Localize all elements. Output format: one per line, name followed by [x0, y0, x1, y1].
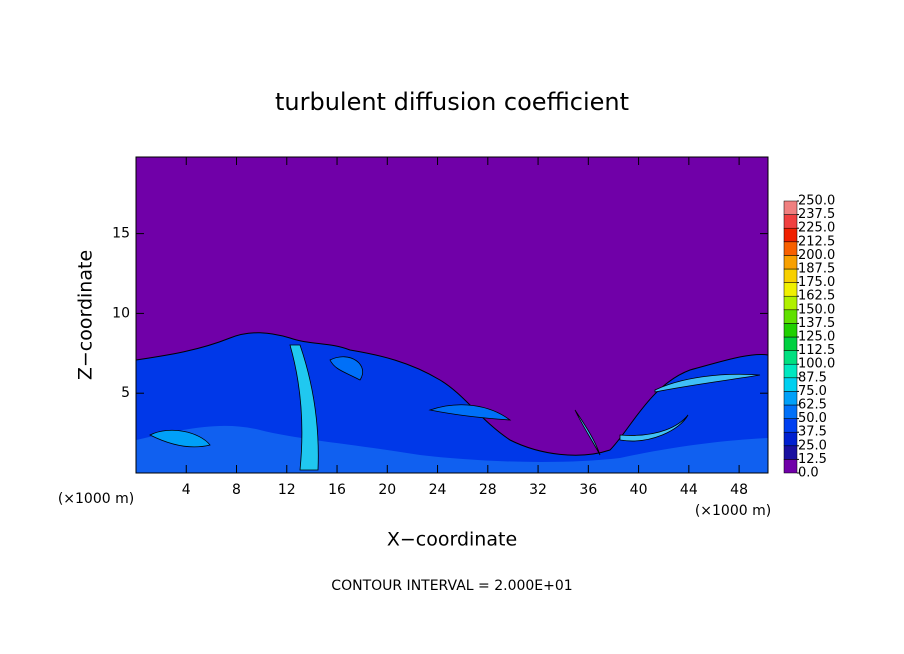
colorbar-label: 25.0 — [798, 438, 827, 453]
cyan-patch — [619, 414, 689, 442]
colorbar-cell — [783, 214, 798, 229]
blue-patch — [329, 356, 363, 381]
colorbar-label: 200.0 — [798, 248, 835, 263]
y-axis-label: Z−coordinate — [75, 250, 97, 380]
x-tick-label: 44 — [680, 482, 698, 498]
colorbar-cell — [783, 255, 798, 270]
x-tick-label: 4 — [182, 482, 191, 498]
colorbar-cell — [783, 268, 798, 283]
cyan-patch — [654, 373, 761, 393]
colorbar-label: 112.5 — [798, 343, 835, 358]
colorbar-label: 12.5 — [798, 452, 827, 467]
footnote: CONTOUR INTERVAL = 2.000E+01 — [331, 578, 572, 594]
plot-frame — [135, 156, 769, 474]
x-tick-label: 24 — [429, 482, 447, 498]
x-axis-label: X−coordinate — [387, 529, 517, 551]
colorbar-cell — [783, 309, 798, 324]
x-tick-label: 40 — [630, 482, 648, 498]
colorbar-label: 187.5 — [798, 262, 835, 277]
turbulent-region-low — [136, 425, 768, 473]
x-tick-label: 48 — [730, 482, 748, 498]
colorbar-cell — [783, 391, 798, 406]
colorbar-label: 225.0 — [798, 221, 835, 236]
colorbar-cell — [783, 282, 798, 297]
x-tick-label: 16 — [328, 482, 346, 498]
field — [135, 157, 769, 474]
x-tick-label: 8 — [232, 482, 241, 498]
colorbar-cell — [783, 377, 798, 392]
colorbar-cell — [783, 445, 798, 460]
colorbar-cell — [783, 227, 798, 243]
blue-patch — [428, 404, 512, 421]
colorbar-cell — [783, 200, 798, 215]
colorbar-cell — [783, 404, 798, 419]
colorbar-label: 37.5 — [798, 425, 827, 440]
x-tick-label: 36 — [579, 482, 597, 498]
x-tick-label: 28 — [479, 482, 497, 498]
colorbar-cell — [783, 350, 798, 365]
x-tick-label: 12 — [278, 482, 296, 498]
x-tick-label: 20 — [378, 482, 396, 498]
colorbar-label: 250.0 — [798, 194, 835, 209]
colorbar-label: 212.5 — [798, 234, 835, 249]
colorbar-label: 175.0 — [798, 275, 835, 290]
y-tick-label: 5 — [121, 385, 130, 401]
colorbar-cell — [783, 241, 798, 256]
colorbar-cell — [783, 363, 798, 379]
colorbar-label: 87.5 — [798, 370, 827, 385]
colorbar-label: 50.0 — [798, 411, 827, 426]
colorbar-label: 137.5 — [798, 316, 835, 331]
cyan-streak — [289, 344, 319, 471]
colorbar-label: 100.0 — [798, 357, 835, 372]
colorbar-label: 62.5 — [798, 398, 827, 413]
cyan-patch — [574, 409, 601, 456]
y-tick-label: 15 — [112, 226, 130, 242]
colorbar-cell — [783, 336, 798, 351]
x-tick-label: 32 — [529, 482, 547, 498]
colorbar-cell — [783, 418, 798, 433]
colorbar-cell — [783, 323, 798, 338]
colorbar-label: 237.5 — [798, 207, 835, 222]
colorbar-label: 0.0 — [798, 466, 819, 481]
x-unit: (×1000 m) — [695, 503, 771, 519]
x-unit: (×1000 m) — [58, 491, 134, 507]
chart-title: turbulent diffusion coefficient — [275, 88, 629, 116]
colorbar-cell — [783, 431, 798, 447]
colorbar-cell — [783, 459, 798, 474]
colorbar-label: 150.0 — [798, 302, 835, 317]
y-tick-label: 10 — [112, 305, 130, 321]
cyan-patch — [149, 429, 211, 448]
colorbar-label: 162.5 — [798, 289, 835, 304]
colorbar-label: 75.0 — [798, 384, 827, 399]
colorbar-label: 125.0 — [798, 330, 835, 345]
colorbar-cell — [783, 295, 798, 311]
